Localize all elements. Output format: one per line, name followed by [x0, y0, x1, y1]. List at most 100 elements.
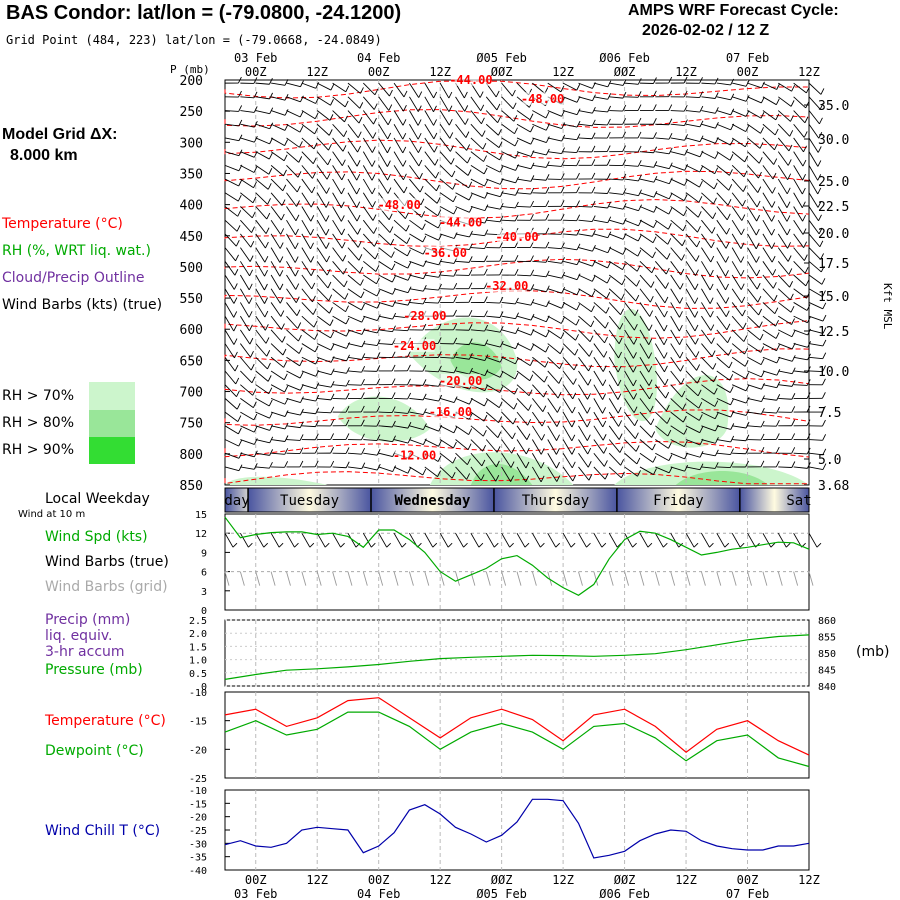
wind-barb [501, 151, 516, 159]
wind-barb-grid [654, 571, 660, 586]
wind-barb [409, 124, 419, 140]
wind-barb-flag [391, 420, 396, 428]
isotherm [224, 348, 810, 368]
wind-barb [516, 370, 531, 382]
wind-barb-true [294, 542, 299, 548]
wind-barb [255, 151, 270, 160]
wind-barb-flag [453, 309, 457, 317]
wind-barb [332, 329, 347, 337]
wind-barb-flag [682, 415, 687, 423]
wind-barb-flag [730, 423, 735, 430]
wind-barb-flag [743, 335, 748, 342]
wind-barb [655, 178, 670, 185]
height-tick: 22.5 [818, 200, 849, 215]
wind-barb-flag [264, 283, 268, 291]
wind-barb [224, 137, 240, 142]
wind-barb-flag [280, 310, 285, 317]
wind-barb [224, 247, 236, 262]
wind-barb-flag [653, 191, 658, 198]
wind-barb-flag [776, 394, 781, 401]
wind-barb-flag [545, 200, 550, 207]
wind-barb-flag [360, 419, 365, 426]
wind-barb [301, 110, 316, 120]
wind-barb-flag [591, 290, 596, 297]
wind-barb-flag [607, 80, 612, 87]
wind-barb-flag [713, 182, 718, 190]
wind-barb-flag [499, 255, 504, 262]
wind-barb [762, 343, 777, 352]
wind-barb [347, 151, 358, 167]
wind-barb-grid [624, 571, 630, 586]
wind-barb [670, 192, 685, 202]
wind-barb-flag [481, 459, 486, 467]
wind-barb [777, 110, 791, 122]
wind-barb-flag [484, 339, 489, 346]
wind-barb [716, 261, 726, 277]
wind-barb [316, 165, 328, 180]
y-tick-label: 0 [201, 682, 207, 693]
wind-barb-flag [496, 446, 501, 453]
wind-barb-flag [313, 320, 318, 328]
wind-barb [609, 247, 624, 255]
wind-barb [455, 370, 470, 375]
wind-barb-flag [603, 351, 608, 358]
y-tick-label-right: 845 [818, 666, 836, 677]
wind-barb-true [762, 532, 772, 548]
wind-barb-flag [510, 475, 515, 482]
wind-barb [347, 206, 358, 222]
wind-barb-flag [279, 297, 284, 304]
wind-barb [624, 302, 636, 317]
isotherm [224, 258, 810, 279]
wind-barb [424, 110, 434, 126]
wind-barb-flag [438, 440, 442, 447]
wind-barb-flag [648, 324, 653, 331]
wind-barb [563, 137, 577, 141]
wind-barb-flag [760, 420, 765, 428]
wind-barb-flag [450, 145, 454, 152]
wind-barb-flag [235, 239, 240, 247]
wind-barb [316, 329, 331, 339]
wind-barb [793, 137, 804, 153]
wind-barb [624, 164, 639, 167]
wind-barb-flag [540, 461, 545, 469]
wind-barb [332, 110, 345, 123]
wind-barb-flag [391, 378, 396, 385]
wind-barb [409, 165, 420, 180]
wind-barb-flag [698, 196, 703, 203]
wind-barb-flag [407, 407, 412, 414]
wind-barb-flag [376, 339, 381, 346]
wind-barb-flag [607, 261, 612, 269]
wind-barb [455, 356, 470, 360]
wind-barb [224, 315, 235, 332]
wind-barb-grid [731, 571, 737, 586]
wind-barb [670, 274, 681, 290]
wind-barb [424, 206, 439, 217]
wind-barb-flag [714, 77, 719, 85]
contour-label: -44.00 [449, 73, 492, 87]
wind-barb-flag [728, 361, 733, 369]
wind-barb [731, 178, 744, 192]
contour-label-bg [404, 309, 445, 323]
wind-barb-flag [760, 407, 765, 415]
wind-barb-flag [387, 146, 391, 154]
wind-barb [270, 192, 283, 206]
wind-barb-flag [591, 145, 596, 153]
wind-barb-flag [483, 296, 488, 303]
wind-barb-flag [776, 344, 780, 351]
wind-barb [455, 260, 470, 263]
wind-barb [271, 452, 285, 455]
wind-barb [317, 82, 332, 91]
wind-barb-flag [433, 105, 437, 112]
wind-barb-flag [665, 267, 670, 275]
weekday-cell [493, 488, 617, 512]
wind-barb [332, 315, 347, 325]
wind-barb-flag [468, 324, 473, 331]
wind-barb-flag [560, 85, 565, 93]
wind-barb-flag [484, 242, 488, 249]
wind-barb-flag [560, 173, 565, 180]
wind-barb-flag [392, 465, 397, 472]
wind-barb-flag [803, 145, 807, 153]
wind-barb-flag [621, 278, 626, 285]
wind-barb [455, 233, 470, 238]
wind-barb [516, 151, 532, 157]
